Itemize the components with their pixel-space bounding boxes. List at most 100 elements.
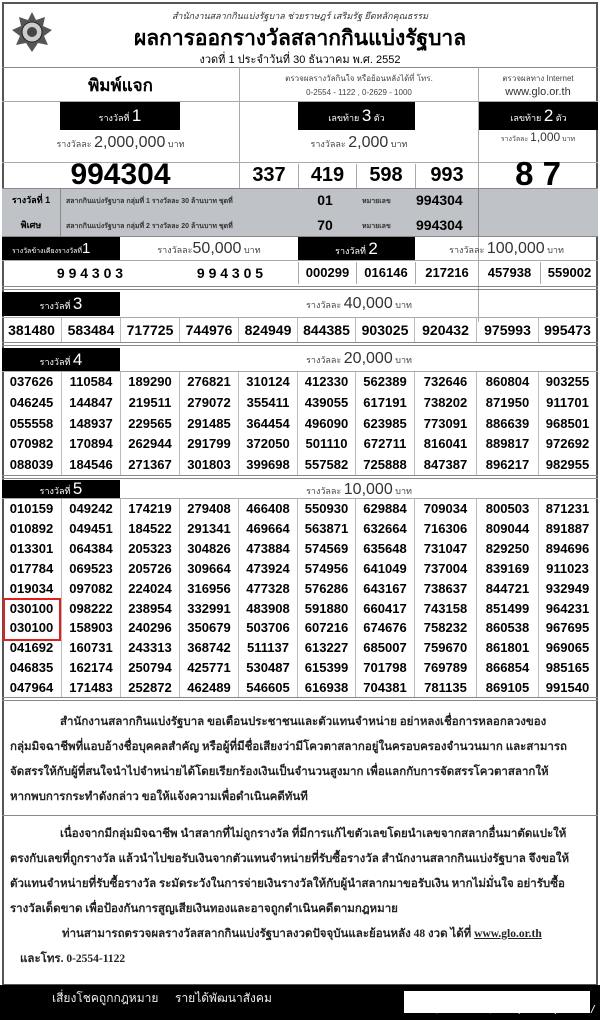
glo-website-link[interactable]: www.glo.or.th bbox=[474, 928, 542, 940]
last3-amount: รางวัลละ 2,000 บาท bbox=[310, 134, 408, 151]
prize-number-cell: 829250 bbox=[476, 538, 538, 559]
prize-number-cell: 860804 bbox=[476, 372, 538, 393]
prize1-number: 994304 bbox=[70, 158, 171, 191]
prize-number-cell: 070982 bbox=[9, 436, 54, 452]
notice-line: หากพบการกระทำดังกล่าว ขอให้แจ้งความเพื่อ… bbox=[10, 791, 308, 803]
last3-number: 337 bbox=[252, 164, 286, 186]
prize-number-cell: 643167 bbox=[355, 578, 414, 599]
prize-number-cell: 224024 bbox=[120, 578, 179, 599]
prize-number-cell: 591880 bbox=[297, 598, 355, 619]
prize-number-cell: 583484 bbox=[61, 318, 120, 343]
prize-number-cell: 184522 bbox=[120, 518, 179, 539]
prize-number-cell: 372050 bbox=[238, 434, 297, 456]
prize-number-cell: 364454 bbox=[238, 413, 297, 435]
prize-number-cell: 964231 bbox=[538, 598, 596, 619]
prize-number-cell: 229565 bbox=[120, 413, 179, 435]
prize-number-cell: 903025 bbox=[355, 318, 414, 343]
prize-number-cell: 291485 bbox=[179, 413, 238, 435]
prize-number-cell: 861801 bbox=[476, 638, 538, 659]
prize-number-cell: 332991 bbox=[179, 598, 238, 619]
prize-number-cell: 171483 bbox=[61, 678, 120, 699]
prize-number-cell: 851499 bbox=[476, 598, 538, 619]
prize-number-cell: 055558 bbox=[9, 415, 54, 431]
prize-number-cell: 355411 bbox=[238, 392, 297, 414]
phone-numbers: 0-2554 - 1122 , 0-2629 - 1000 bbox=[306, 88, 412, 97]
prize-number-cell: 503706 bbox=[238, 618, 297, 639]
prize-number-cell: 041692 bbox=[9, 640, 54, 656]
prize-number-cell: 613227 bbox=[297, 638, 355, 659]
special-set: 70 bbox=[317, 217, 333, 233]
last2-number: 8 7 bbox=[515, 155, 561, 192]
prize-number-cell: 743158 bbox=[414, 598, 476, 619]
prize-number-cell: 262944 bbox=[120, 434, 179, 456]
prize-number-cell: 894696 bbox=[538, 538, 596, 559]
prize-number-cell: 704381 bbox=[355, 678, 414, 699]
prize-number-cell: 238954 bbox=[120, 598, 179, 619]
prize-number-cell: 616938 bbox=[297, 678, 355, 699]
notice-line: กลุ่มมิจฉาชีพที่แอบอ้างชื่อบุคคลสำคัญ หร… bbox=[10, 741, 567, 753]
prize-number-cell: 243313 bbox=[120, 638, 179, 659]
prize-number-cell: 546605 bbox=[238, 678, 297, 699]
last3-number: 598 bbox=[356, 164, 415, 188]
prize-number-cell: 160731 bbox=[61, 638, 120, 659]
prize-number-cell: 886639 bbox=[476, 413, 538, 435]
prize-number-cell: 013301 bbox=[9, 540, 54, 556]
prize-number-cell: 097082 bbox=[61, 578, 120, 599]
special-num-label: หมายเลข bbox=[362, 198, 391, 205]
warning-notice-1: สำนักงานสลากกินแบ่งรัฐบาล ขอเตือนประชาชน… bbox=[10, 710, 590, 810]
prize-number-cell: 046245 bbox=[9, 394, 54, 410]
prize-number-cell: 623985 bbox=[355, 413, 414, 435]
footer-slogan-1: เสี่ยงโชคถูกกฎหมาย bbox=[52, 991, 159, 1005]
prize-number-cell: 860538 bbox=[476, 618, 538, 639]
internet-caption: ตรวจผลทาง Internet bbox=[502, 74, 574, 83]
prize-number-cell: 511137 bbox=[238, 638, 297, 659]
prize-number-cell: 903255 bbox=[538, 372, 596, 393]
prize-number-cell: 381480 bbox=[8, 322, 55, 338]
prize-number-cell: 047964 bbox=[9, 680, 54, 696]
prize-number-cell: 425771 bbox=[179, 658, 238, 679]
prize-number-cell: 816041 bbox=[414, 434, 476, 456]
adjacent-header: รางวัลข้างเคียงรางวัลที่1 bbox=[2, 237, 120, 260]
prize-number-cell: 607216 bbox=[297, 618, 355, 639]
prize-number-cell: 530487 bbox=[238, 658, 297, 679]
prize-number-cell: 709034 bbox=[414, 499, 476, 519]
prize-number-cell: 170894 bbox=[61, 434, 120, 456]
prize-number-cell: 301803 bbox=[179, 455, 238, 476]
last3-number: 993 bbox=[415, 164, 478, 188]
prize-number-cell: 871950 bbox=[476, 392, 538, 414]
website-link[interactable]: www.glo.or.th bbox=[505, 86, 571, 98]
prize-number-cell: 469664 bbox=[238, 518, 297, 539]
prize-number-cell: 304826 bbox=[179, 538, 238, 559]
prize-number-cell: 773091 bbox=[414, 413, 476, 435]
prize-number-cell: 501110 bbox=[297, 434, 355, 456]
org-slogan: สำนักงานสลากกินแบ่งรัฐบาล ช่วยราษฎร์ เสร… bbox=[171, 11, 429, 21]
adjacent-amount: รางวัลละ50,000 บาท bbox=[157, 240, 261, 257]
prize-number-cell: 932949 bbox=[538, 578, 596, 599]
prize-number-cell: 629884 bbox=[355, 499, 414, 519]
last3-header: เลขท้าย 3 ตัว bbox=[298, 102, 415, 130]
prize-number-cell: 975993 bbox=[476, 318, 538, 343]
prize-number-cell: 098222 bbox=[61, 598, 120, 619]
prize-number-cell: 969065 bbox=[538, 638, 596, 659]
prize-number-cell: 615399 bbox=[297, 658, 355, 679]
prize-number-cell: 758232 bbox=[414, 618, 476, 639]
prize-number-cell: 725888 bbox=[355, 455, 414, 476]
prize-number-cell: 968501 bbox=[538, 413, 596, 435]
prize-number-cell: 632664 bbox=[355, 518, 414, 539]
prize-number-cell: 641049 bbox=[355, 558, 414, 579]
prize-number-cell: 985165 bbox=[538, 658, 596, 679]
prize-number-cell: 271367 bbox=[120, 455, 179, 476]
prize-number-cell: 759670 bbox=[414, 638, 476, 659]
prize-number-cell: 911023 bbox=[538, 558, 596, 579]
prize-number-cell: 144847 bbox=[61, 392, 120, 414]
notice-line: ตรงกับเลขที่ถูกรางวัล แล้วนำไปขอรับเงินจ… bbox=[10, 853, 570, 865]
highlight-box bbox=[3, 598, 61, 641]
prize-number-cell: 368742 bbox=[179, 638, 238, 659]
special-prize-panel bbox=[2, 188, 598, 237]
prize-number-cell: 473924 bbox=[238, 558, 297, 579]
prize-number-cell: 110584 bbox=[61, 372, 120, 393]
prize2-number: 016146 bbox=[356, 262, 415, 284]
prize-number-cell: 240296 bbox=[120, 618, 179, 639]
draw-date: งวดที่ 1 ประจำวันที่ 30 ธันวาคม พ.ศ. 255… bbox=[199, 54, 401, 66]
prize-number-cell: 189290 bbox=[120, 372, 179, 393]
